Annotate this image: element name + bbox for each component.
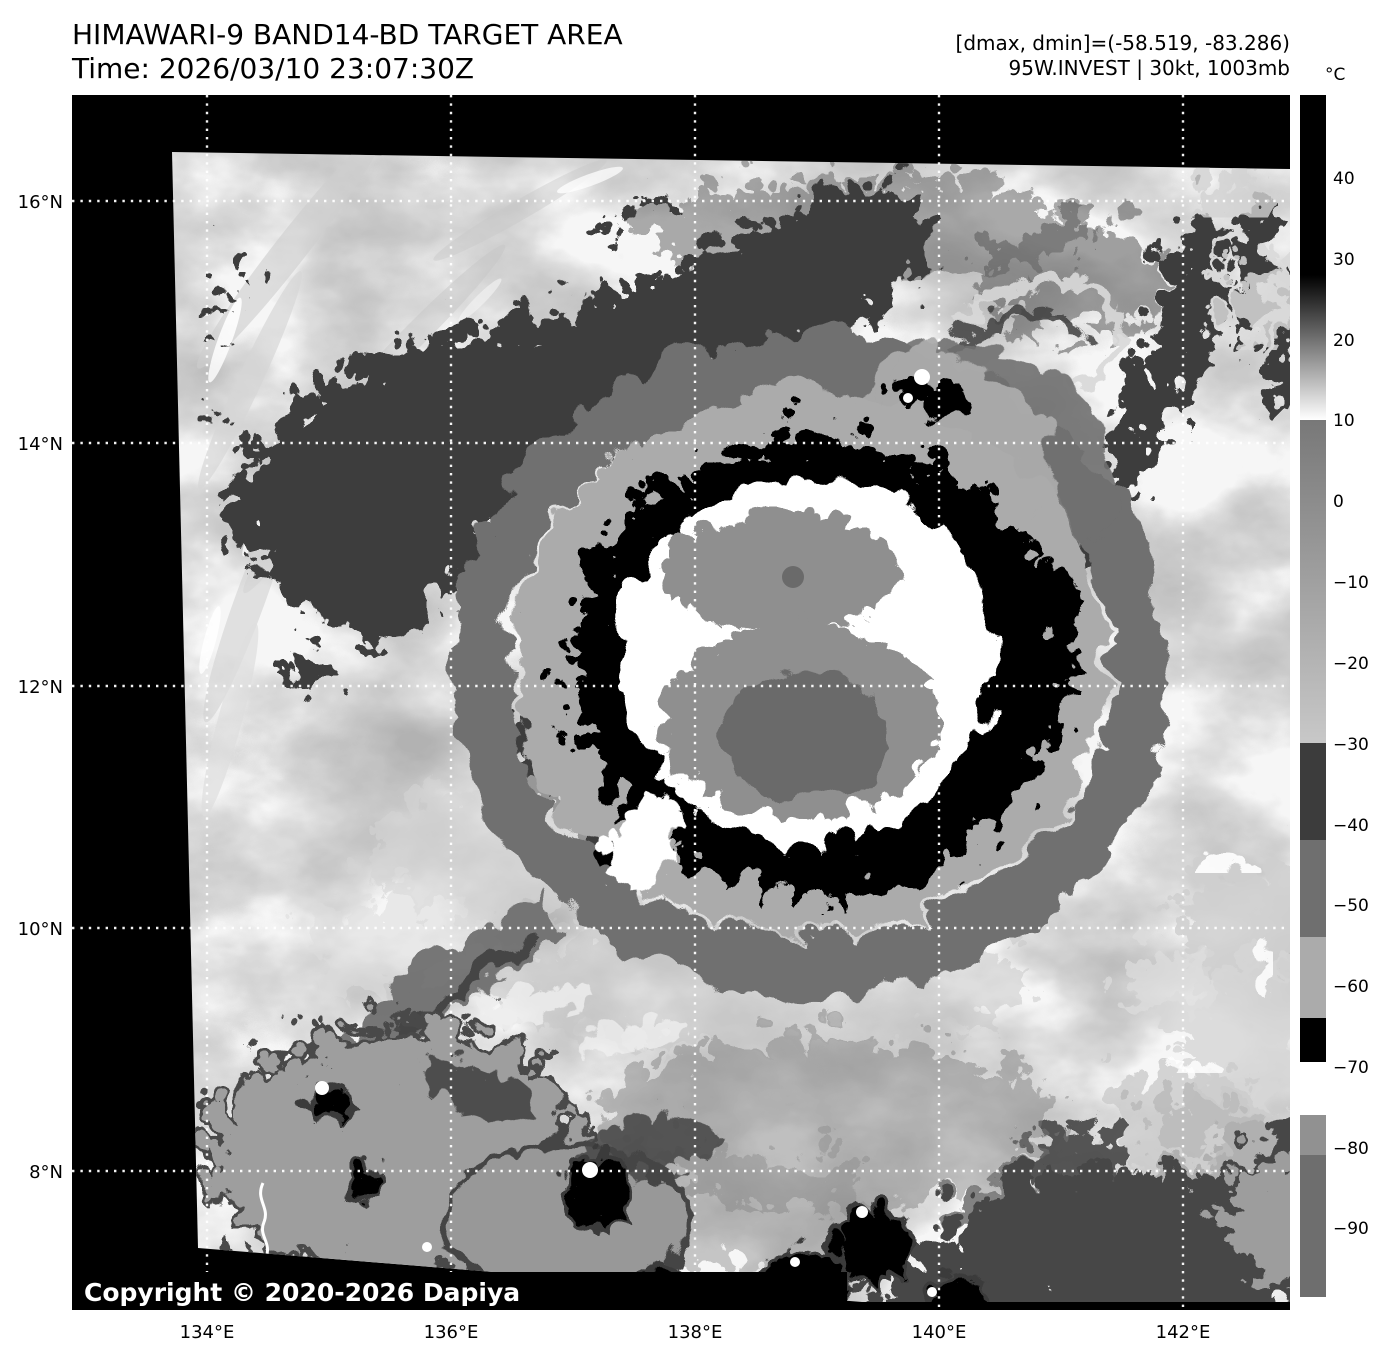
colorbar-tick-m10: −10: [1333, 573, 1369, 593]
lat-tick-10N: 10°N: [18, 919, 63, 940]
cold-overshoot-blobs: [592, 366, 1070, 861]
satellite-data-swath: [172, 152, 1290, 1302]
plot-title: HIMAWARI-9 BAND14-BD TARGET AREA: [72, 18, 623, 51]
colorbar-tick-m50: −50: [1333, 896, 1369, 916]
colorbar-tick-m80: −80: [1333, 1139, 1369, 1159]
bright-swirl-ne: [945, 264, 1117, 382]
storm-annotation: 95W.INVEST | 30kt, 1003mb: [1009, 56, 1291, 80]
colorbar-seg-0: [1300, 95, 1326, 275]
lon-tick-142E: 142°E: [1156, 1322, 1211, 1343]
colorbar-tick-m20: −20: [1333, 654, 1369, 674]
colorbar-seg-2: [1300, 420, 1326, 743]
lon-tick-134E: 134°E: [180, 1322, 235, 1343]
colorbar-seg-9: [1300, 1155, 1326, 1297]
colorbar-seg-3: [1300, 743, 1326, 840]
lat-tick-16N: 16°N: [18, 192, 63, 213]
copyright-text: Copyright © 2020-2026 Dapiya: [84, 1278, 520, 1307]
inner-cold-patch-north: [654, 505, 890, 621]
colorbar-tick-40: 40: [1333, 169, 1355, 189]
plot-time: Time: 2026/03/10 23:07:30Z: [71, 52, 474, 85]
colorbar-tick-10: 10: [1333, 411, 1355, 431]
colorbar-seg-5: [1300, 937, 1326, 1018]
dmax-dmin-annotation: [dmax, dmin]=(-58.519, -83.286): [956, 31, 1290, 55]
colorbar-tick-30: 30: [1333, 250, 1355, 270]
colorbar-seg-7: [1300, 1062, 1326, 1115]
lon-axis: 134°E 136°E 138°E 140°E 142°E: [180, 1322, 1211, 1343]
colorbar-tick-m90: −90: [1333, 1219, 1369, 1239]
east-bright-clouds: [1100, 158, 1290, 1260]
lat-tick-12N: 12°N: [18, 677, 63, 698]
colorbar-seg-4: [1300, 840, 1326, 937]
palau-coastline: [259, 1182, 269, 1259]
overshooting-tops: [315, 1081, 937, 1297]
copyright-bar: [72, 1272, 847, 1310]
lat-axis: 16°N 14°N 12°N 10°N 8°N: [18, 192, 63, 1183]
colorbar-seg-8: [1300, 1115, 1326, 1155]
colorbar-tick-20: 20: [1333, 331, 1355, 351]
colorbar-ticks: 40 30 20 10 0 −10 −20 −30 −40 −50 −60 −7…: [1333, 169, 1369, 1239]
colorbar-tick-m40: −40: [1333, 816, 1369, 836]
colorbar-tick-0: 0: [1333, 492, 1344, 512]
lon-tick-136E: 136°E: [424, 1322, 479, 1343]
colorbar-seg-6: [1300, 1018, 1326, 1062]
medium-gray-ring: [439, 324, 1161, 986]
lon-tick-138E: 138°E: [668, 1322, 723, 1343]
colorbar-unit: °C: [1325, 65, 1345, 85]
lat-tick-8N: 8°N: [29, 1162, 63, 1183]
colorbar: °C 40 30 20 10 0 −10 −20 −30 −40 −50 −60…: [1300, 65, 1369, 1297]
graticule: [72, 95, 1290, 1310]
coldest-core: [709, 654, 885, 790]
colorbar-seg-1: [1300, 275, 1326, 420]
colorbar-tick-m30: −30: [1333, 735, 1369, 755]
colorbar-tick-m70: −70: [1333, 1058, 1369, 1078]
tropical-cyclone-core: [439, 324, 1161, 986]
lon-tick-140E: 140°E: [912, 1322, 967, 1343]
lat-tick-14N: 14°N: [18, 434, 63, 455]
colorbar-tick-m60: −60: [1333, 977, 1369, 997]
